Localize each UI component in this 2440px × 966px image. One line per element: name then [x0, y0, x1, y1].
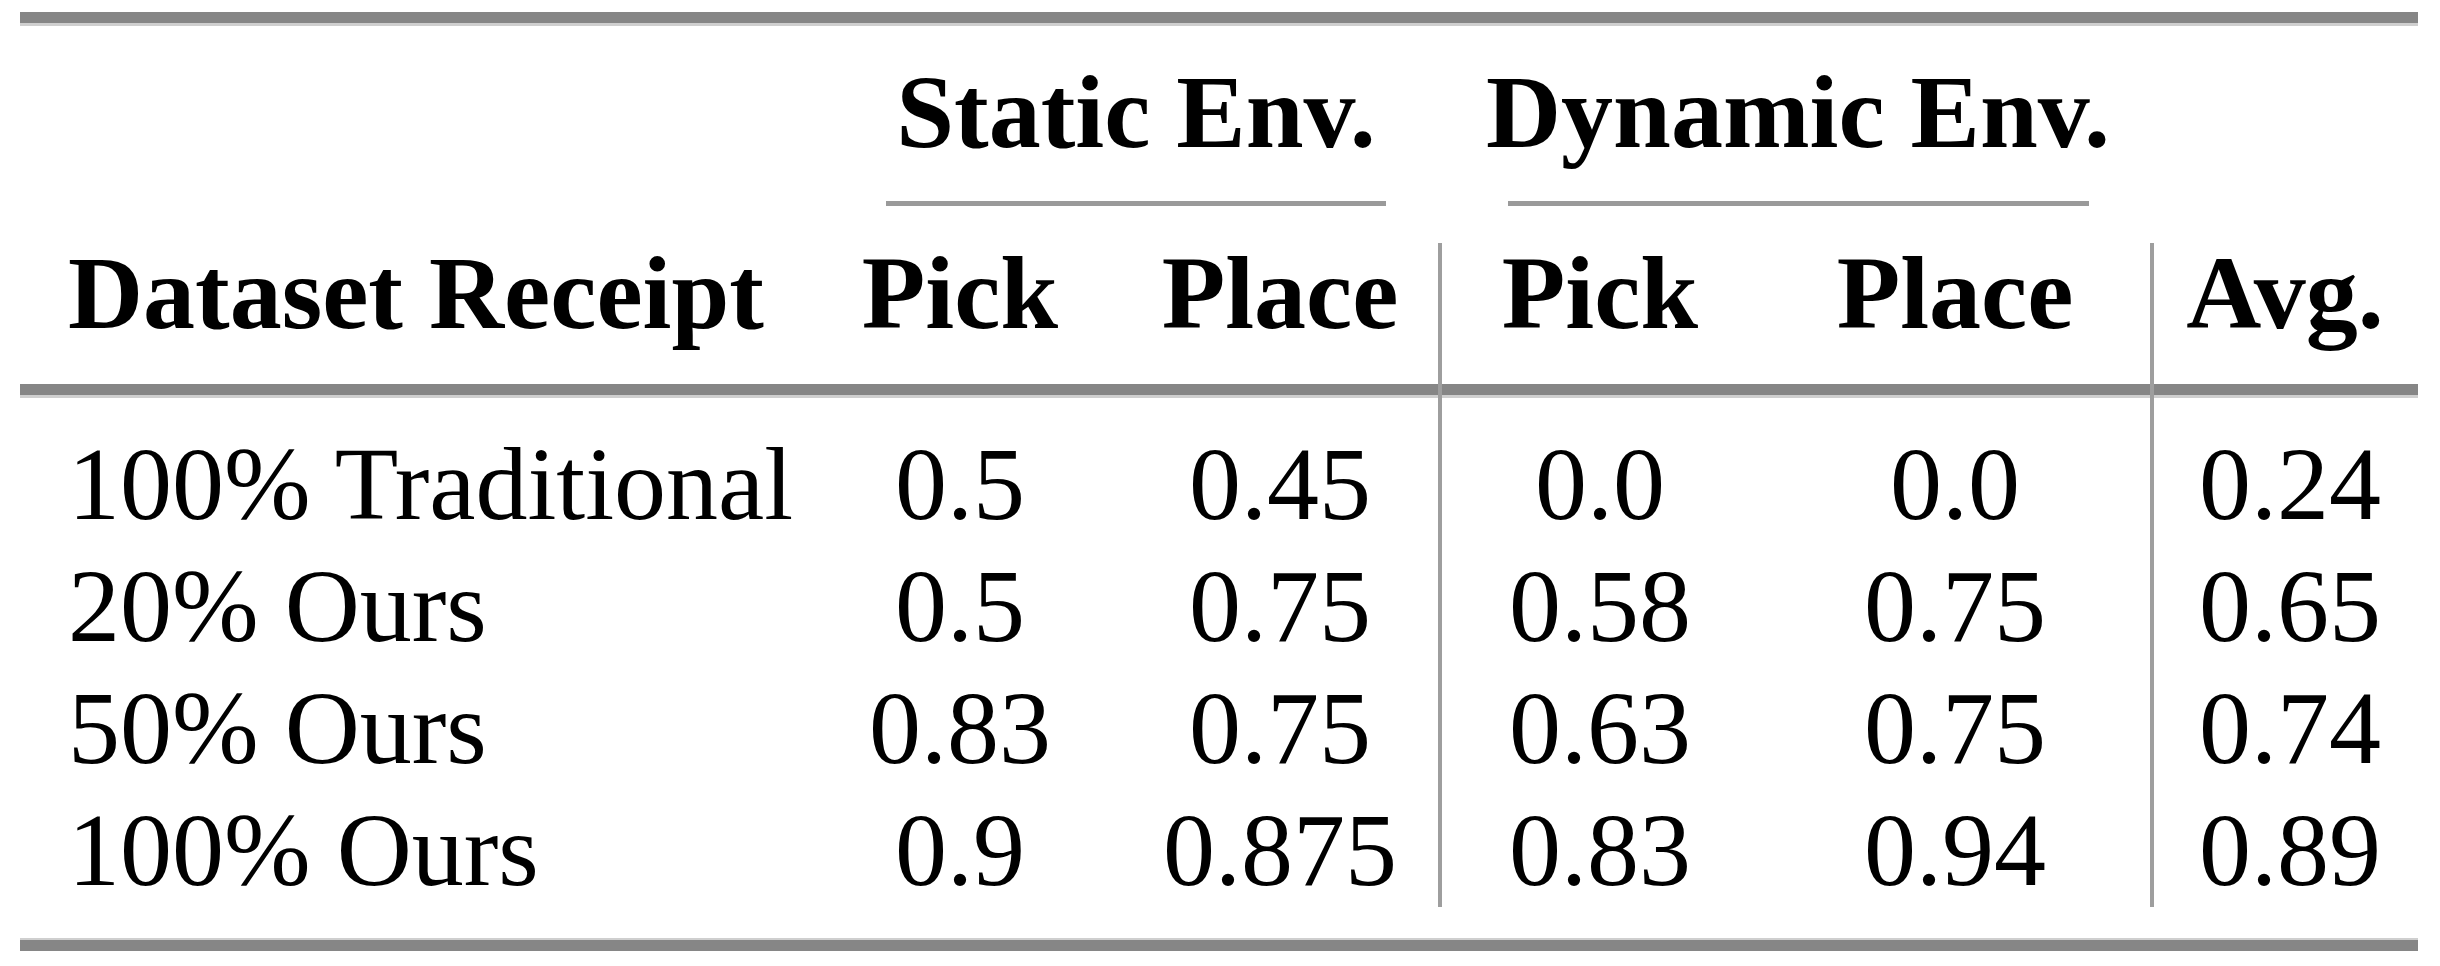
header-avg: Avg. — [2186, 241, 2383, 345]
header-dataset-receipt: Dataset Receipt — [68, 241, 764, 345]
cell-static-pick: 0.5 — [895, 554, 1025, 658]
cell-dynamic-pick: 0.0 — [1535, 432, 1665, 536]
cell-static-place: 0.875 — [1163, 798, 1397, 902]
row-label: 100% Traditional — [68, 432, 793, 536]
column-separator-dynamic-avg — [2150, 243, 2154, 907]
dynamic-group-underline — [1508, 201, 2089, 206]
results-table: Static Env. Dynamic Env. Dataset Receipt… — [0, 0, 2440, 966]
cell-dynamic-place: 0.0 — [1890, 432, 2020, 536]
row-label: 50% Ours — [68, 676, 487, 780]
header-dynamic-pick: Pick — [1502, 241, 1698, 345]
bottom-rule — [20, 938, 2418, 951]
cell-static-place: 0.45 — [1189, 432, 1371, 536]
cell-avg: 0.89 — [2199, 798, 2381, 902]
cell-static-pick: 0.9 — [895, 798, 1025, 902]
cell-dynamic-pick: 0.83 — [1509, 798, 1691, 902]
column-separator-static-dynamic — [1438, 243, 1442, 907]
cell-dynamic-pick: 0.63 — [1509, 676, 1691, 780]
header-static-pick: Pick — [862, 241, 1058, 345]
header-dynamic-place: Place — [1837, 241, 2074, 345]
column-group-static-env: Static Env. — [896, 60, 1376, 164]
header-separator-rule — [20, 384, 2418, 398]
row-label: 20% Ours — [68, 554, 487, 658]
cell-static-pick: 0.83 — [869, 676, 1051, 780]
cell-avg: 0.24 — [2199, 432, 2381, 536]
cell-dynamic-pick: 0.58 — [1509, 554, 1691, 658]
cell-static-place: 0.75 — [1189, 554, 1371, 658]
cell-dynamic-place: 0.75 — [1864, 676, 2046, 780]
cell-avg: 0.74 — [2199, 676, 2381, 780]
cell-static-place: 0.75 — [1189, 676, 1371, 780]
header-static-place: Place — [1162, 241, 1399, 345]
static-group-underline — [886, 201, 1386, 206]
cell-dynamic-place: 0.75 — [1864, 554, 2046, 658]
cell-avg: 0.65 — [2199, 554, 2381, 658]
row-label: 100% Ours — [68, 798, 539, 902]
top-rule — [20, 12, 2418, 26]
cell-static-pick: 0.5 — [895, 432, 1025, 536]
column-group-dynamic-env: Dynamic Env. — [1486, 60, 2110, 164]
cell-dynamic-place: 0.94 — [1864, 798, 2046, 902]
